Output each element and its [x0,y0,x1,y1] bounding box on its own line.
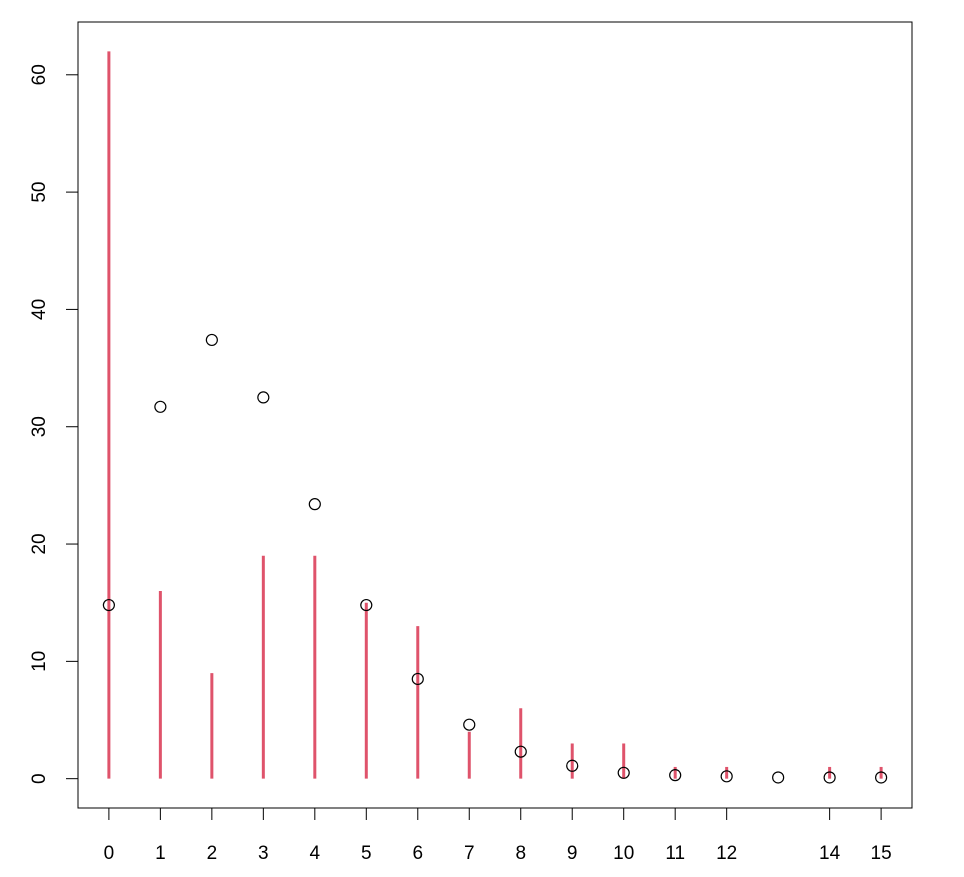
x-tick-label: 12 [716,843,737,864]
x-tick-label: 1 [155,843,166,864]
data-point [669,769,682,782]
data-point [102,598,115,612]
y-tick-label: 20 [29,533,50,554]
x-tick-label: 3 [258,843,269,864]
x-axis: 0 1 2 3 4 5 6 7 8 9 10 11 12 14 15 [104,807,892,864]
x-tick-label: 2 [207,843,218,864]
x-tick-label: 8 [515,843,526,864]
y-tick-label: 60 [29,64,50,85]
data-point [411,672,424,686]
spike-series [107,51,883,779]
x-tick-label: 7 [464,843,475,864]
x-tick-label: 0 [104,843,115,864]
plot-frame [77,21,913,809]
y-tick-label: 30 [29,416,50,437]
data-point [617,766,630,779]
data-point [154,400,167,413]
x-tick-label: 15 [871,843,892,864]
data-point [257,391,270,404]
data-point [772,771,785,784]
point-series [102,333,888,784]
data-point [514,745,527,758]
y-tick-label: 0 [29,773,50,784]
x-tick-label: 6 [412,843,423,864]
data-point [205,333,218,347]
data-point [823,771,836,784]
data-point [308,498,321,511]
x-tick-label: 10 [613,843,634,864]
x-tick-label: 11 [665,843,685,864]
y-axis: 0 10 20 30 40 50 60 [29,64,79,784]
x-tick-label: 9 [567,843,578,864]
data-point [875,771,888,784]
data-point [463,718,476,731]
data-point [360,598,373,612]
x-tick-label: 4 [310,843,321,864]
data-point [566,759,579,772]
y-tick-label: 10 [29,651,50,672]
y-tick-label: 40 [29,299,50,320]
x-tick-label: 14 [819,843,841,864]
x-tick-label: 5 [361,843,372,864]
y-tick-label: 50 [29,182,50,203]
data-point [720,770,733,783]
